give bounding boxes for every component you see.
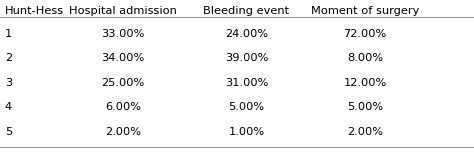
Text: 1.00%: 1.00% [228, 127, 264, 137]
Text: 8.00%: 8.00% [347, 53, 383, 63]
Text: Bleeding event: Bleeding event [203, 6, 290, 16]
Text: 12.00%: 12.00% [343, 78, 387, 88]
Text: 5.00%: 5.00% [347, 102, 383, 112]
Text: 6.00%: 6.00% [105, 102, 141, 112]
Text: 5: 5 [5, 127, 12, 137]
Text: 34.00%: 34.00% [101, 53, 145, 63]
Text: 4: 4 [5, 102, 12, 112]
Text: Moment of surgery: Moment of surgery [311, 6, 419, 16]
Text: 33.00%: 33.00% [101, 29, 145, 39]
Text: 31.00%: 31.00% [225, 78, 268, 88]
Text: 39.00%: 39.00% [225, 53, 268, 63]
Text: 1: 1 [5, 29, 12, 39]
Text: 5.00%: 5.00% [228, 102, 264, 112]
Text: 2.00%: 2.00% [105, 127, 141, 137]
Text: Hunt-Hess: Hunt-Hess [5, 6, 64, 16]
Text: 2: 2 [5, 53, 12, 63]
Text: 24.00%: 24.00% [225, 29, 268, 39]
Text: 25.00%: 25.00% [101, 78, 145, 88]
Text: 2.00%: 2.00% [347, 127, 383, 137]
Text: Hospital admission: Hospital admission [69, 6, 177, 16]
Text: 72.00%: 72.00% [343, 29, 387, 39]
Text: 3: 3 [5, 78, 12, 88]
